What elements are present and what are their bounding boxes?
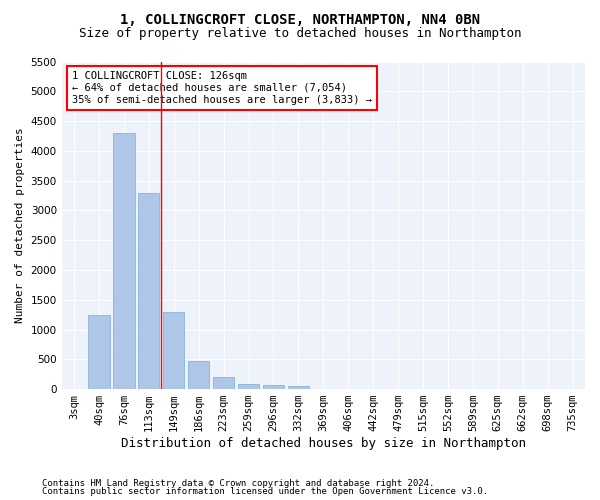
Bar — [213, 377, 234, 389]
Text: Size of property relative to detached houses in Northampton: Size of property relative to detached ho… — [79, 28, 521, 40]
Text: Contains HM Land Registry data © Crown copyright and database right 2024.: Contains HM Land Registry data © Crown c… — [42, 478, 434, 488]
X-axis label: Distribution of detached houses by size in Northampton: Distribution of detached houses by size … — [121, 437, 526, 450]
Bar — [163, 312, 184, 389]
Text: 1, COLLINGCROFT CLOSE, NORTHAMPTON, NN4 0BN: 1, COLLINGCROFT CLOSE, NORTHAMPTON, NN4 … — [120, 12, 480, 26]
Y-axis label: Number of detached properties: Number of detached properties — [15, 128, 25, 323]
Bar — [113, 133, 134, 389]
Bar — [88, 314, 110, 389]
Bar — [288, 386, 309, 389]
Text: 1 COLLINGCROFT CLOSE: 126sqm
← 64% of detached houses are smaller (7,054)
35% of: 1 COLLINGCROFT CLOSE: 126sqm ← 64% of de… — [72, 72, 372, 104]
Bar — [138, 192, 160, 389]
Text: Contains public sector information licensed under the Open Government Licence v3: Contains public sector information licen… — [42, 487, 488, 496]
Bar — [263, 385, 284, 389]
Bar — [238, 384, 259, 389]
Bar — [188, 361, 209, 389]
